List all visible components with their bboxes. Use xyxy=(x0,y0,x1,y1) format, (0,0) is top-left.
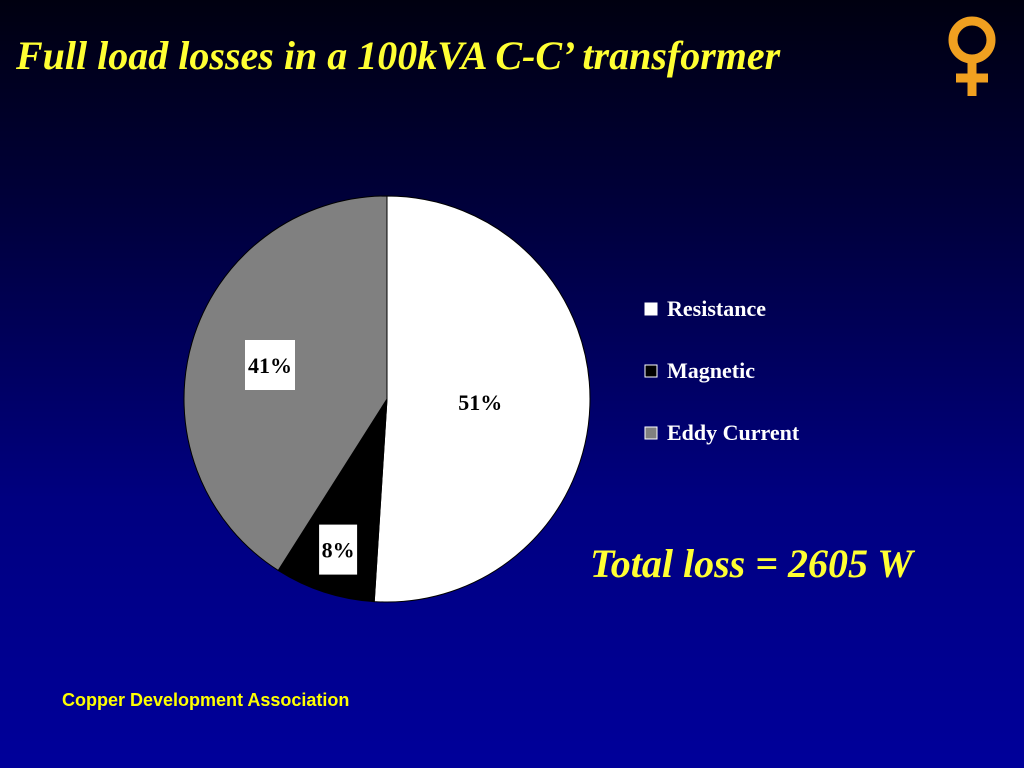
data-label-eddy-current: 41% xyxy=(245,340,295,390)
legend-label: Magnetic xyxy=(667,358,755,383)
data-label-text: 41% xyxy=(248,353,292,378)
legend-label: Resistance xyxy=(667,296,766,321)
legend-swatch xyxy=(644,426,658,440)
legend-swatch xyxy=(644,302,658,316)
data-label-text: 8% xyxy=(322,538,355,563)
pie-slice-magnetic xyxy=(277,398,388,603)
legend-item-magnetic: Magnetic xyxy=(644,358,755,383)
data-label-box xyxy=(319,524,358,575)
legend-item-resistance: Resistance xyxy=(644,296,766,321)
data-label-resistance: 51% xyxy=(458,390,502,415)
chart-legend: Resistance Magnetic Eddy Current xyxy=(644,296,800,445)
pie-slices xyxy=(183,195,591,603)
legend-item-eddy-current: Eddy Current xyxy=(644,420,800,445)
pie-data-labels: 51% 8% 41% xyxy=(245,340,502,575)
total-loss-text: Total loss = 2605 W xyxy=(590,541,913,586)
pie-slice-resistance xyxy=(373,195,591,603)
legend-label: Eddy Current xyxy=(667,420,800,445)
data-label-box xyxy=(245,340,295,390)
venus-symbol-icon xyxy=(948,16,996,96)
slide-title: Full load losses in a 100kVA C-C’ transf… xyxy=(16,33,781,78)
data-label-magnetic: 8% xyxy=(319,524,358,575)
footer-organization: Copper Development Association xyxy=(62,690,350,710)
legend-swatch xyxy=(644,364,658,378)
data-label-text: 51% xyxy=(458,390,502,415)
